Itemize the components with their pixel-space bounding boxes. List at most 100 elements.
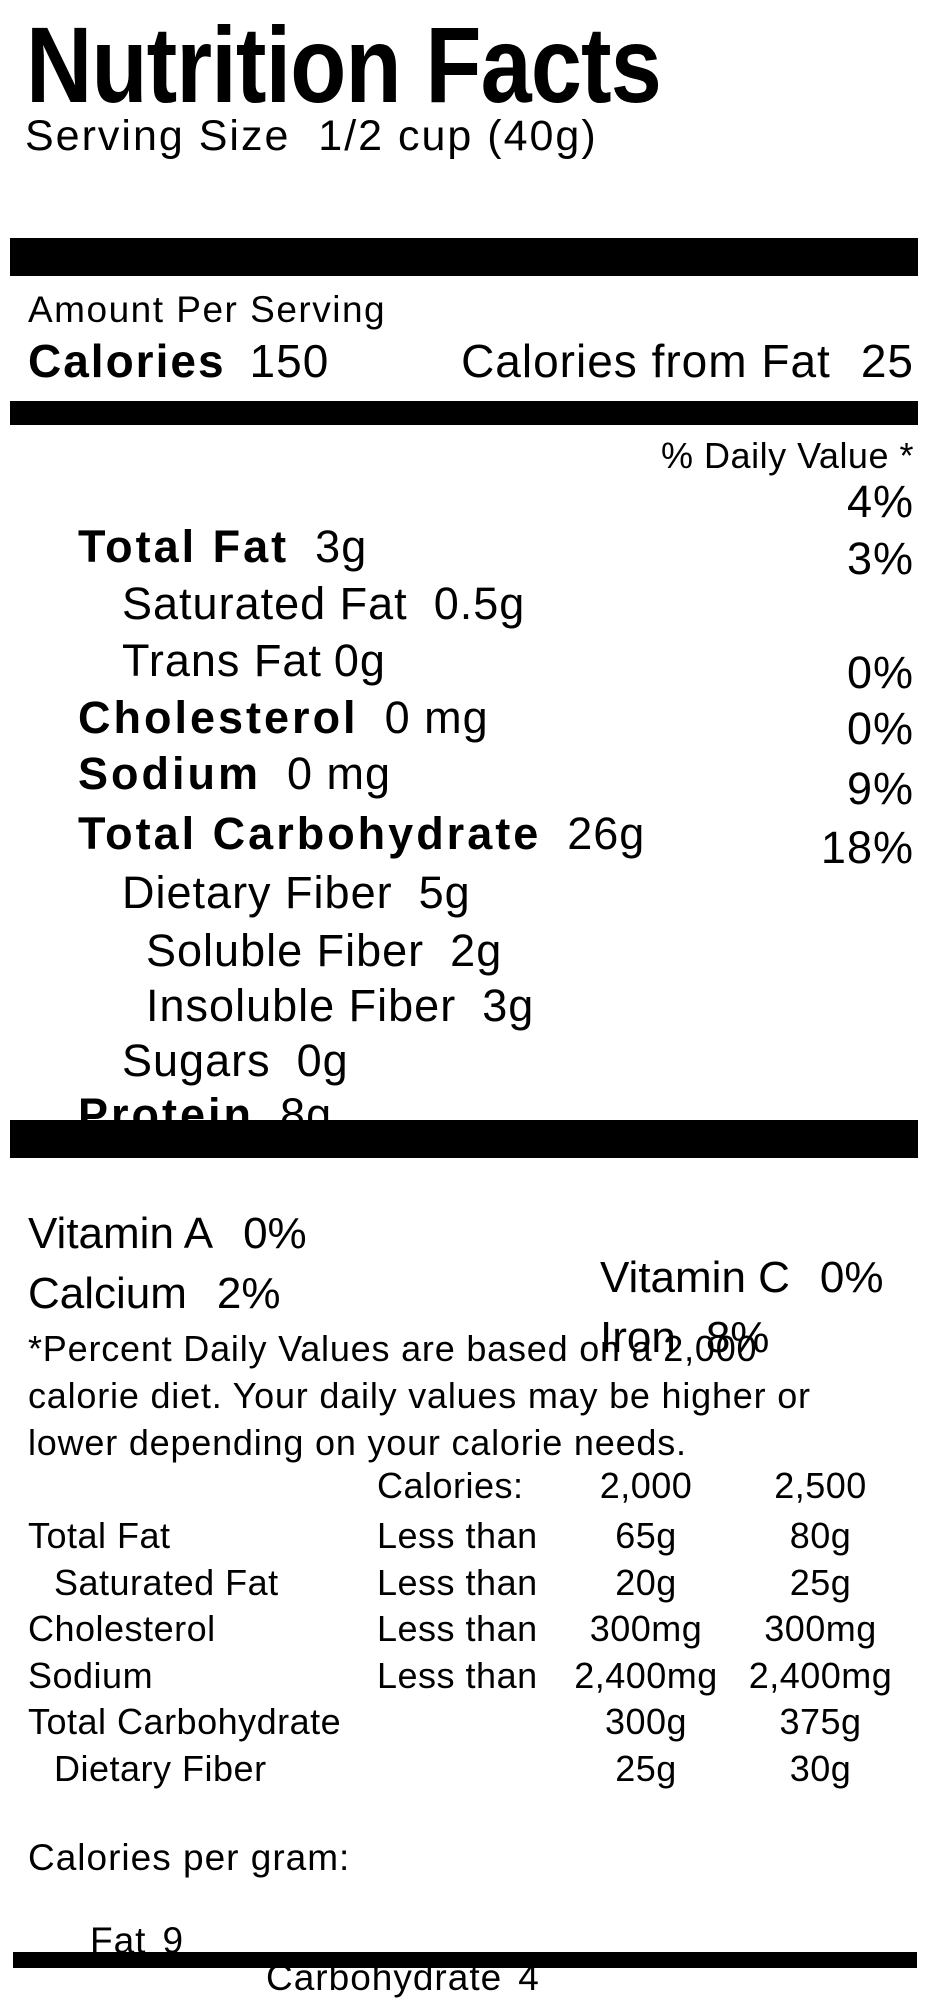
table-row-qualifier: Less than <box>377 1515 538 1556</box>
nutrient-row-cholesterol: Cholesterol 0 mg 0% <box>28 647 914 740</box>
nutrient-daily-value: 3% <box>846 533 914 584</box>
vitamin-a-cell: Vitamin A 0% <box>28 1212 307 1256</box>
divider-bar-thick <box>10 238 918 276</box>
table-row-label: Sodium <box>28 1654 154 1696</box>
calories-from-fat-label: Calories from Fat <box>461 335 831 387</box>
divider-bar-medium <box>10 401 918 425</box>
nutrient-value: 2g <box>450 925 503 976</box>
table-row-qualifier: Less than <box>377 1561 538 1603</box>
nutrient-label: Sodium <box>78 748 262 799</box>
table-row-qualifier <box>377 1702 561 1749</box>
vitamin-value: 8% <box>705 1313 770 1362</box>
footnote-line: *Percent Daily Values are based on a 2,0… <box>28 1328 758 1369</box>
table-header-calories: Calories: <box>377 1465 524 1506</box>
vitamin-label: Iron <box>600 1313 676 1362</box>
nutrient-label: Soluble Fiber <box>146 925 425 976</box>
nutrient-row-protein: Protein 8g <box>28 1047 914 1137</box>
table-row-2000-value: 25g <box>615 1747 677 1789</box>
amount-per-serving: Amount Per Serving <box>28 289 387 330</box>
calories-row: Calories 150 Calories from Fat 25 <box>28 338 914 394</box>
nutrient-label: Insoluble Fiber <box>146 980 457 1031</box>
cpg-protein: Protein 4 <box>600 1996 762 2000</box>
table-row-2000-value: 65g <box>615 1515 677 1556</box>
calories-value: 150 <box>249 335 330 387</box>
iron-cell: Iron 8% <box>600 1316 769 1360</box>
nutrient-value: 26g <box>567 808 646 859</box>
table-row-label: Cholesterol <box>28 1608 216 1649</box>
table-row-label: Total Fat <box>28 1515 171 1556</box>
nutrient-row-dietary-fiber: Dietary Fiber 5g 18% <box>28 822 914 915</box>
table-cell-empty <box>28 1466 377 1516</box>
nutrient-daily-value: 4% <box>846 476 914 527</box>
nutrient-row-soluble-fiber: Soluble Fiber 2g <box>28 883 914 973</box>
nutrient-value: 0.5g <box>433 578 526 629</box>
nutrient-row-total-fat: Total Fat 3g 4% <box>28 476 914 569</box>
nutrient-row-insoluble-fiber: Insoluble Fiber 3g <box>28 938 914 1028</box>
cpg-carb-value: 4 <box>518 1957 540 1998</box>
vitamin-value: 0% <box>819 1253 884 1302</box>
nutrient-row-sugars: Sugars 0g <box>28 993 914 1083</box>
divider-bar-thick <box>10 1120 918 1158</box>
vitamin-c-cell: Vitamin C 0% <box>600 1256 884 1300</box>
vitamin-label: Vitamin C <box>600 1253 790 1302</box>
nutrient-daily-value: 0% <box>846 647 914 698</box>
nutrient-label: Dietary Fiber <box>122 867 393 918</box>
cpg-protein-value: 4 <box>740 1994 762 2000</box>
vitamin-value: 0% <box>243 1209 307 1258</box>
table-row-2500-value: 25g <box>789 1561 852 1603</box>
nutrient-daily-value: 18% <box>820 822 914 873</box>
table-row-2500-value: 30g <box>789 1747 852 1789</box>
vitamin-value: 2% <box>216 1269 281 1318</box>
table-row-2000-value: 2,400mg <box>574 1654 718 1696</box>
nutrient-value: 3g <box>482 980 535 1031</box>
nutrient-row-sodium: Sodium 0 mg 0% <box>28 703 914 796</box>
calories-group: Calories 150 <box>28 338 329 384</box>
table-row-2500-value: 300mg <box>764 1608 877 1649</box>
daily-value-header: % Daily Value * <box>661 435 914 476</box>
nutrient-value: 0g <box>333 635 386 686</box>
table-row-label: Saturated Fat <box>54 1561 279 1603</box>
nutrient-label: Saturated Fat <box>122 578 408 629</box>
cpg-fat-value: 9 <box>162 1920 185 1961</box>
table-row-2000-value: 300g <box>604 1701 688 1742</box>
nutrient-row-saturated-fat: Saturated Fat 0.5g 3% <box>28 533 914 626</box>
divider-bar-bottom <box>13 1952 917 1968</box>
footnote-line: calorie diet. Your daily values may be h… <box>28 1375 811 1416</box>
cpg-protein-label: Protein <box>600 1994 724 2000</box>
vitamin-label: Calcium <box>28 1269 187 1318</box>
daily-value-footnote: *Percent Daily Values are based on a 2,0… <box>28 1325 900 1466</box>
calories-from-fat-group: Calories from Fat 25 <box>461 338 914 384</box>
table-row-2000-value: 20g <box>615 1561 677 1603</box>
nutrient-daily-value: 0% <box>846 703 914 754</box>
nutrient-value: 0 mg <box>287 748 392 799</box>
table-row-label: Total Carbohydrate <box>28 1701 342 1742</box>
calories-per-gram-title: Calories per gram: <box>28 1837 351 1878</box>
table-row-2500-value: 2,400mg <box>748 1654 893 1696</box>
nutrient-label: Total Fat <box>78 521 290 572</box>
label-title-text: Nutrition Facts <box>26 4 662 125</box>
calories-from-fat-value: 25 <box>860 335 914 387</box>
nutrient-daily-value: 9% <box>846 763 914 814</box>
nutrient-label: Cholesterol <box>78 692 359 743</box>
nutrient-value: 5g <box>418 867 471 918</box>
nutrient-row-total-carbohydrate: Total Carbohydrate 26g 9% <box>28 763 914 856</box>
nutrient-value: 0g <box>296 1035 349 1086</box>
table-header-2000: 2,000 <box>599 1465 693 1506</box>
nutrient-label: Trans Fat <box>122 635 322 686</box>
vitamin-row: Calcium 2% Iron 8% <box>0 1228 930 1360</box>
footnote-line: lower depending on your calorie needs. <box>28 1422 687 1463</box>
label-title: Nutrition Facts <box>26 11 773 119</box>
daily-value-reference-table: Calories: 2,000 2,500 Total Fat Less tha… <box>28 1466 910 1795</box>
table-header-2500: 2,500 <box>774 1465 867 1506</box>
nutrient-label: Total Carbohydrate <box>78 808 542 859</box>
table-row-qualifier: Less than <box>377 1608 538 1649</box>
table-row-qualifier <box>377 1749 561 1796</box>
vitamin-row: Vitamin A 0% Vitamin C 0% <box>0 1168 930 1300</box>
calcium-cell: Calcium 2% <box>28 1272 281 1316</box>
table-row-label: Dietary Fiber <box>54 1747 267 1789</box>
vitamin-label: Vitamin A <box>28 1209 214 1258</box>
table-row-2500-value: 375g <box>779 1701 862 1742</box>
nutrient-label: Sugars <box>122 1035 271 1086</box>
